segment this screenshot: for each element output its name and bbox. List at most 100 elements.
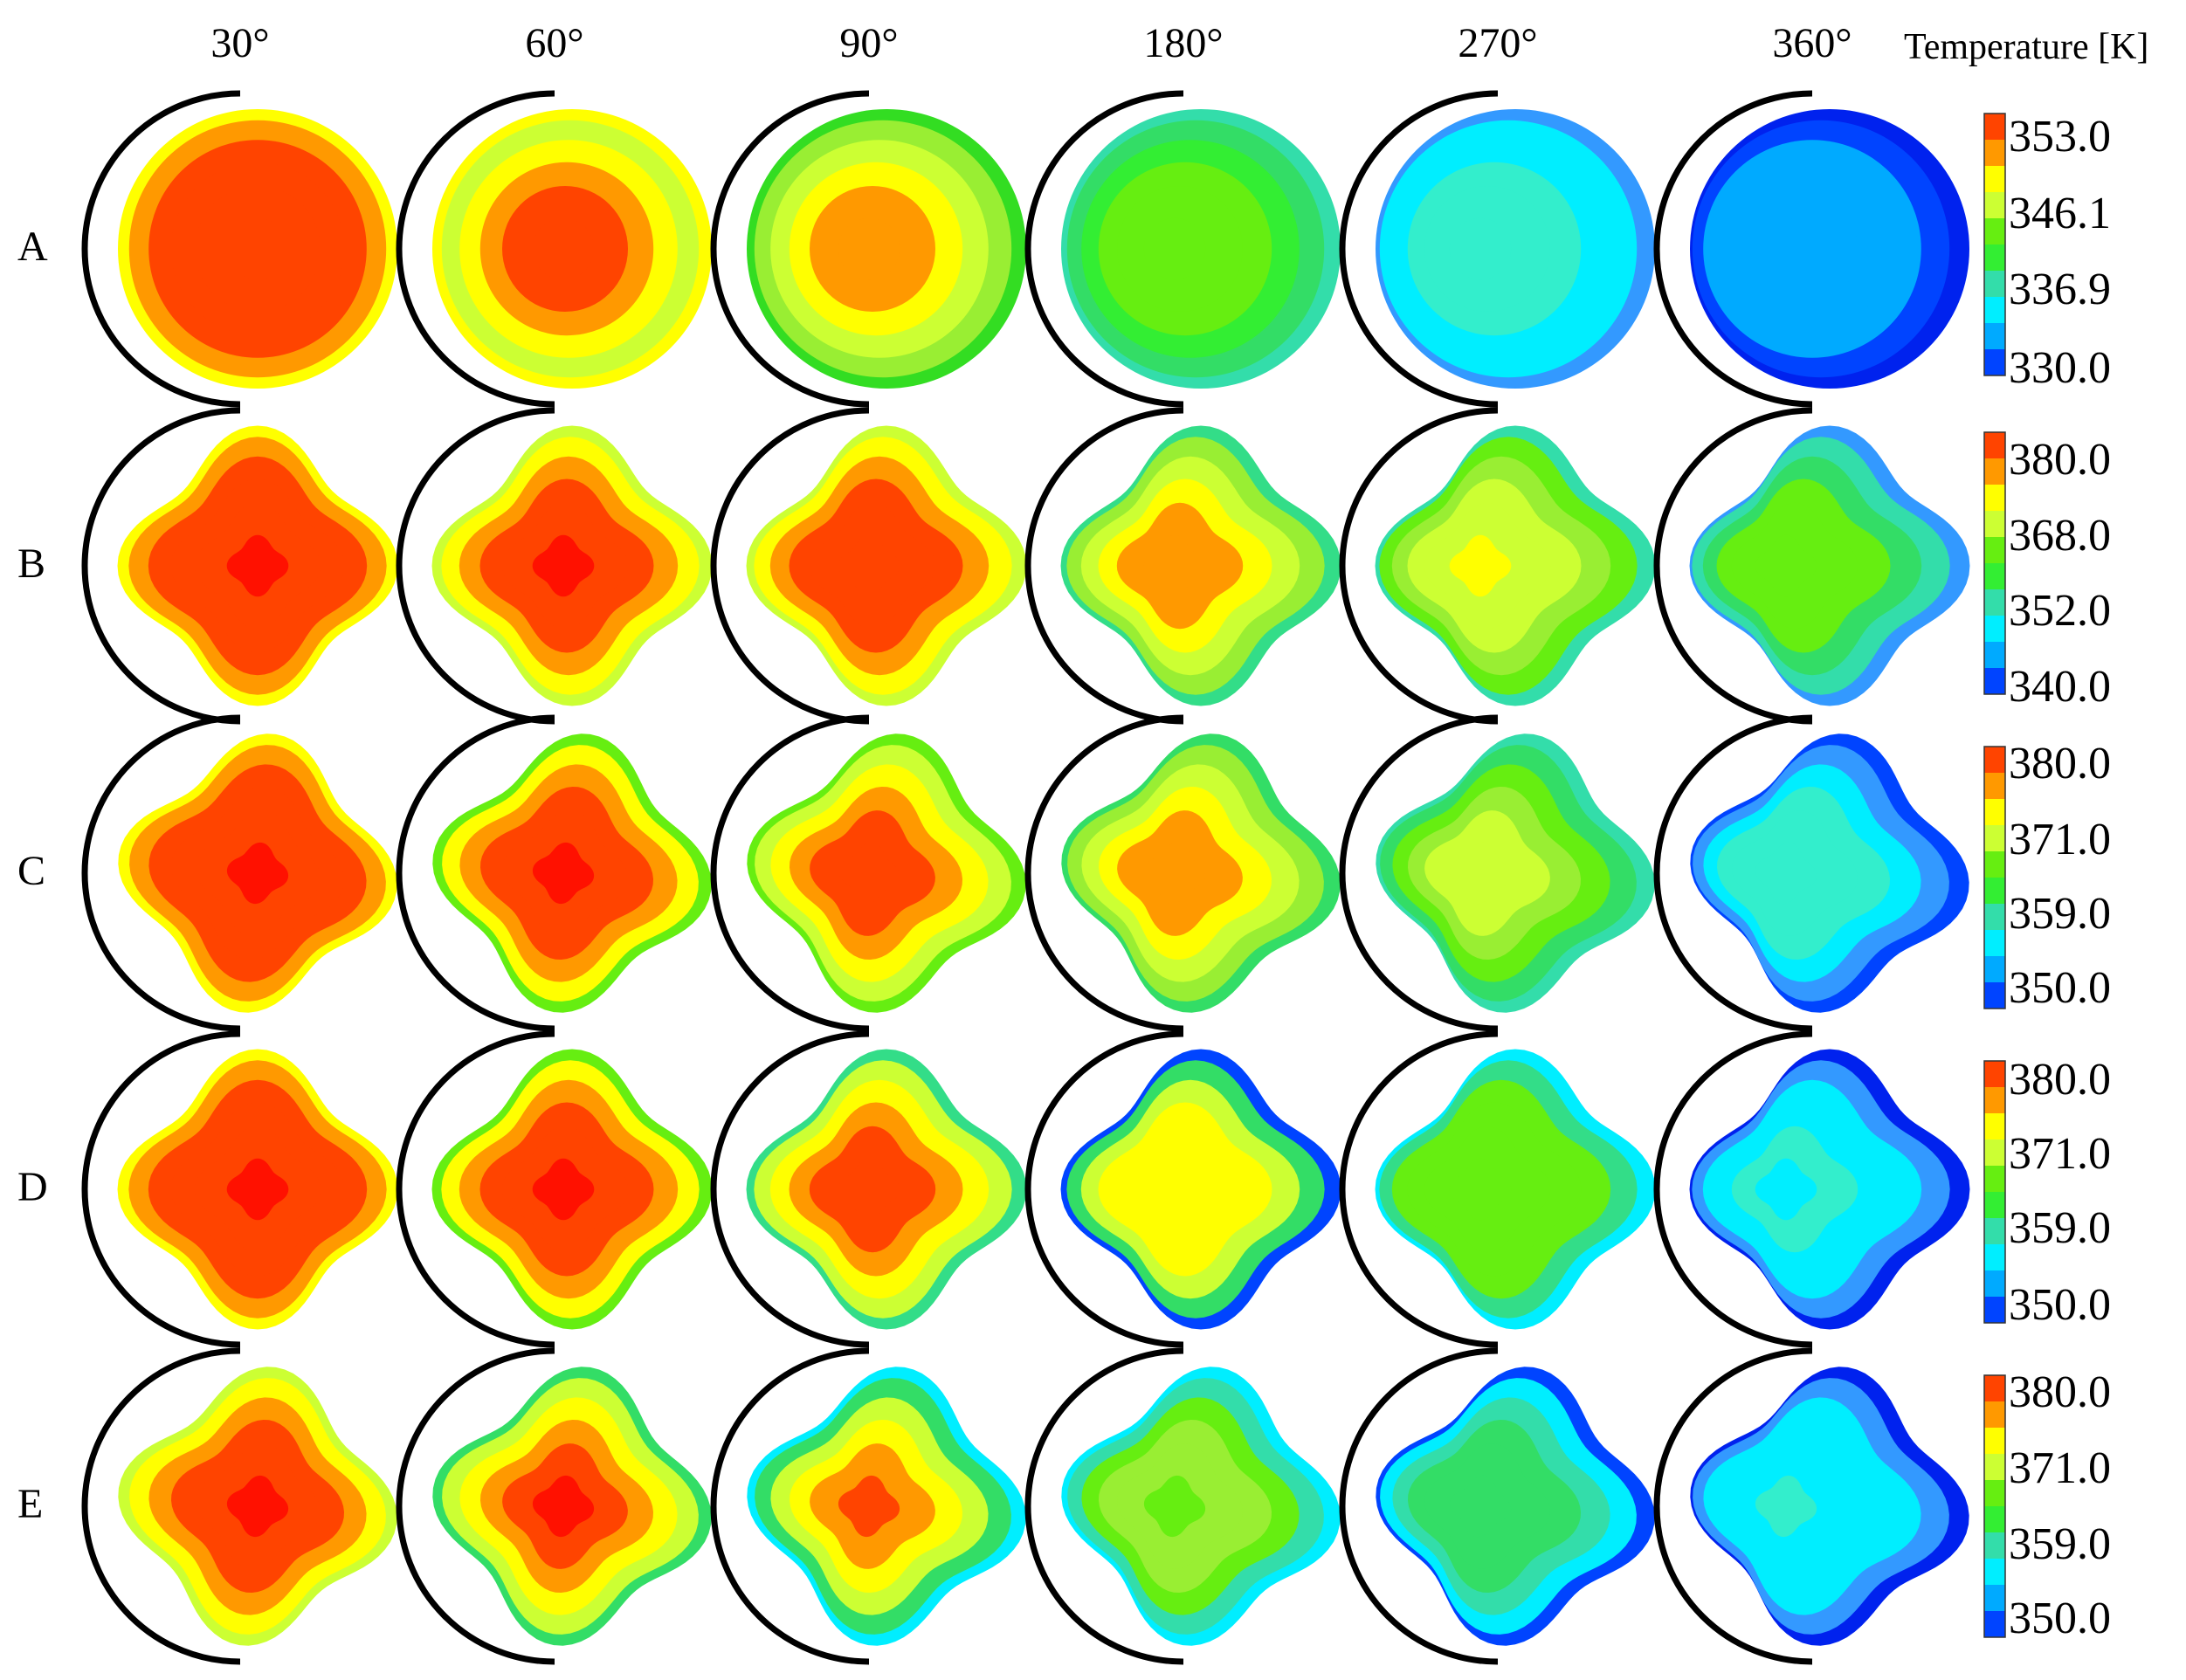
contour-c-6-level-6 — [1755, 842, 1817, 905]
contour-b-4-level-6 — [1143, 534, 1206, 597]
contour-e-2-level-6 — [532, 1475, 595, 1538]
contour-a-1-level-6 — [226, 217, 289, 280]
colorbar-d-segment-1 — [1984, 1061, 2005, 1088]
contour-d-4-level-6 — [1143, 1158, 1206, 1221]
colorbar-c-segment-3 — [1984, 799, 2005, 826]
colorbar-d-tick-3: 359.0 — [2009, 1203, 2111, 1253]
colorbar-a-segment-6 — [1984, 244, 2005, 272]
colorbar-d-segment-2 — [1984, 1087, 2005, 1114]
colorbar-b-segment-3 — [1984, 485, 2005, 512]
shell-arc-d-1 — [81, 1030, 241, 1348]
contour-d-1-level-6 — [226, 1158, 289, 1221]
shell-arc-a-3 — [710, 90, 870, 408]
shell-arc-b-2 — [396, 407, 555, 725]
shell-arc-d-4 — [1024, 1030, 1184, 1348]
shell-arc-e-6 — [1653, 1347, 1813, 1665]
colorbar-b-frame — [1983, 431, 2006, 695]
colorbar-b-segment-8 — [1984, 616, 2005, 643]
shell-arc-e-3 — [710, 1347, 870, 1665]
shell-arc-d-2 — [396, 1030, 555, 1348]
contour-a-3-level-6 — [838, 217, 900, 280]
shell-arc-b-6 — [1653, 407, 1813, 725]
colorbar-b-tick-min: 340.0 — [2009, 662, 2111, 712]
colorbar-b-segment-9 — [1984, 642, 2005, 669]
colorbar-d-segment-5 — [1984, 1166, 2005, 1193]
contour-c-5-level-6 — [1449, 842, 1512, 905]
shell-arc-b-3 — [710, 407, 870, 725]
colorbar-d-tick-min: 350.0 — [2009, 1280, 2111, 1330]
shell-arc-d-3 — [710, 1030, 870, 1348]
shell-arc-b-4 — [1024, 407, 1184, 725]
colorbar-a-tick-max: 353.0 — [2009, 112, 2111, 162]
column-label-270: 270° — [1458, 20, 1538, 66]
colorbar-c-segment-7 — [1984, 904, 2005, 931]
colorbar-e-segment-10 — [1984, 1611, 2005, 1638]
colorbar-d-tick-max: 380.0 — [2009, 1055, 2111, 1105]
colorbar-b-segment-2 — [1984, 458, 2005, 485]
shell-arc-a-1 — [81, 90, 241, 408]
colorbar-c-tick-3: 359.0 — [2009, 889, 2111, 939]
colorbar-d-tick-2: 371.0 — [2009, 1129, 2111, 1179]
shell-arc-a-5 — [1339, 90, 1499, 408]
shell-arc-b-5 — [1339, 407, 1499, 725]
shell-arc-e-4 — [1024, 1347, 1184, 1665]
column-label-360: 360° — [1772, 20, 1852, 66]
colorbar-e-segment-3 — [1984, 1428, 2005, 1455]
shell-arc-e-2 — [396, 1347, 555, 1665]
colorbar-d-segment-10 — [1984, 1297, 2005, 1324]
shell-arc-c-5 — [1339, 714, 1499, 1032]
colorbar-b-tick-2: 368.0 — [2009, 511, 2111, 561]
colorbar-a-segment-9 — [1984, 323, 2005, 350]
colorbar-d-segment-7 — [1984, 1218, 2005, 1245]
colorbar-c-segment-6 — [1984, 878, 2005, 905]
contour-e-6-level-6 — [1755, 1475, 1817, 1538]
row-label-c: C — [17, 848, 46, 894]
contour-a-6-level-6 — [1755, 217, 1817, 280]
colorbar-b-tick-3: 352.0 — [2009, 586, 2111, 636]
contour-e-3-level-6 — [838, 1475, 900, 1538]
colorbar-e-segment-9 — [1984, 1585, 2005, 1612]
shell-arc-b-1 — [81, 407, 241, 725]
contour-e-1-level-6 — [226, 1475, 289, 1538]
colorbar-a-tick-2: 346.1 — [2009, 189, 2111, 238]
colorbar-e-segment-4 — [1984, 1454, 2005, 1481]
shell-arc-c-6 — [1653, 714, 1813, 1032]
column-label-90: 90° — [839, 20, 899, 66]
colorbar-e-tick-max: 380.0 — [2009, 1367, 2111, 1417]
contour-b-2-level-6 — [532, 534, 595, 597]
colorbar-a-tick-min: 330.0 — [2009, 343, 2111, 393]
contour-b-3-level-6 — [838, 534, 900, 597]
colorbar-c-tick-max: 380.0 — [2009, 739, 2111, 788]
colorbar-e-tick-2: 371.0 — [2009, 1443, 2111, 1493]
contour-b-1-level-6 — [226, 534, 289, 597]
colorbar-c-segment-4 — [1984, 825, 2005, 852]
colorbar-a-segment-8 — [1984, 297, 2005, 324]
legend-title: Temperature [K] — [1904, 27, 2149, 67]
shell-arc-a-6 — [1653, 90, 1813, 408]
shell-arc-d-6 — [1653, 1030, 1813, 1348]
colorbar-a-tick-3: 336.9 — [2009, 265, 2111, 314]
colorbar-b-segment-10 — [1984, 668, 2005, 695]
colorbar-a-segment-7 — [1984, 271, 2005, 298]
colorbar-b-tick-max: 380.0 — [2009, 435, 2111, 485]
contour-e-4-level-6 — [1143, 1475, 1206, 1538]
colorbar-c-tick-min: 350.0 — [2009, 963, 2111, 1013]
contour-a-4-level-6 — [1143, 217, 1206, 280]
row-label-e: E — [17, 1481, 44, 1527]
colorbar-d-segment-8 — [1984, 1244, 2005, 1271]
contour-c-4-level-6 — [1143, 842, 1206, 905]
contour-d-5-level-6 — [1449, 1158, 1512, 1221]
row-label-d: D — [17, 1164, 48, 1210]
contour-a-2-level-6 — [532, 217, 595, 280]
colorbar-a-frame — [1983, 113, 2006, 376]
colorbar-a-segment-2 — [1984, 140, 2005, 167]
colorbar-e-frame — [1983, 1374, 2006, 1638]
column-label-30: 30° — [210, 20, 270, 66]
colorbar-e-segment-8 — [1984, 1559, 2005, 1586]
contour-a-5-level-6 — [1449, 217, 1512, 280]
colorbar-a-segment-5 — [1984, 218, 2005, 245]
contour-d-2-level-6 — [532, 1158, 595, 1221]
contour-d-3-level-6 — [838, 1158, 900, 1221]
colorbar-e-tick-3: 359.0 — [2009, 1519, 2111, 1569]
shell-arc-d-5 — [1339, 1030, 1499, 1348]
